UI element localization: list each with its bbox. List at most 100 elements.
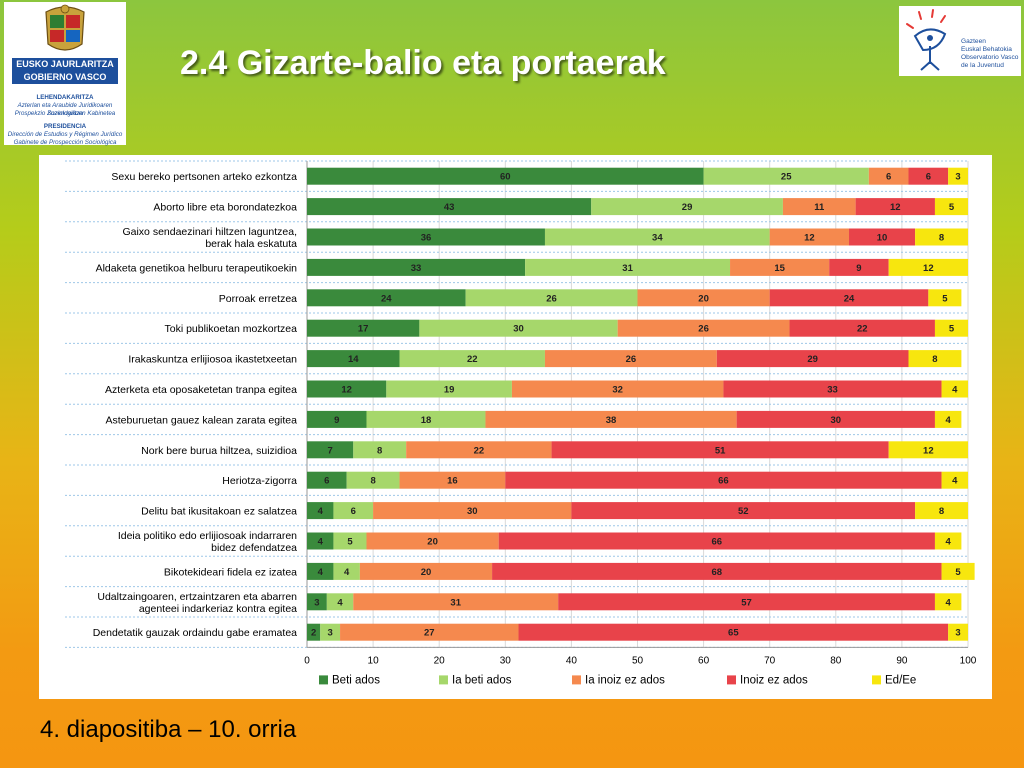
data-label: 8 [370,476,375,487]
data-label: 5 [942,293,948,304]
legend-label: Beti ados [332,674,380,686]
bar-segment [703,167,869,185]
data-label: 68 [712,567,723,578]
data-label: 32 [612,385,623,396]
x-tick-label: 20 [434,655,446,666]
bar-segment [406,441,552,459]
legend-label: Inoiz ez ados [740,674,808,686]
bar-segment [736,410,935,428]
data-label: 8 [939,233,944,244]
bar-segment [915,502,968,520]
data-label: 6 [324,476,329,487]
bar-segment [934,198,968,216]
bar-segment [366,532,499,550]
category-label: Delitu bat ikusitakoan ez salatzea [141,506,297,518]
legend-swatch [572,675,581,685]
data-label: 36 [421,233,432,244]
bar-segment [307,167,704,185]
bar-segment [855,198,935,216]
bar-segment [934,532,962,550]
data-label: 26 [626,354,637,365]
bar-segment [307,258,526,276]
category-label-line: Ideia politiko edo erlijiosoak indarrare… [118,530,297,542]
chart-panel: Sexu bereko pertsonen arteko ezkontza Abo… [39,155,992,699]
bar-segment [307,289,466,307]
data-label: 66 [712,537,723,548]
bar-segment [723,380,942,398]
bar-segment [307,410,367,428]
data-label: 57 [741,597,752,608]
category-label-line: Udaltzaingoaren, ertzaintzaren eta abarr… [97,591,297,603]
data-label: 38 [606,415,617,426]
data-label: 51 [715,445,726,456]
data-label: 7 [327,445,332,456]
data-label: 3 [314,597,319,608]
obs-line3: Observatorio Vasco [961,54,1019,61]
category-label: Aldaketa genetikoa helburu terapeutikoek… [96,262,298,274]
data-label: 4 [318,537,324,548]
bar-segment [934,410,962,428]
data-label: 8 [377,445,382,456]
bar-segment [511,380,724,398]
category-label-line: agenteei indarkeriaz kontra egitea [139,603,297,615]
category-label: Irakaskuntza erlijiosoa ikastetxeetan [128,354,297,366]
bar-segment [373,502,572,520]
bar-segment [829,258,889,276]
bar-segment [551,441,889,459]
dept-eu-label: LEHENDAKARITZA [36,94,94,101]
data-label: 3 [327,628,332,639]
bar-segment [340,623,519,641]
data-label: 6 [351,506,356,517]
data-label: 4 [952,476,958,487]
slide-title: 2.4 Gizarte-balio eta portaerak [180,44,666,82]
dept-es-label: PRESIDENCIA [43,123,87,130]
category-label: Toki publikoetan mozkortzea [165,323,298,335]
x-tick-label: 60 [698,655,710,666]
data-label: 27 [424,628,435,639]
data-label: 4 [946,537,952,548]
data-label: 22 [467,354,478,365]
data-label: 2 [311,628,316,639]
obs-line1: Gazteen [961,38,986,45]
category-label-line: Gaixo sendaezinari hiltzen laguntzea, [122,226,297,238]
bar-segment [558,593,935,611]
eusko-jaurlaritza-label: EUSKO JAURLARITZA [12,58,118,71]
legend-swatch [319,675,328,685]
x-tick-label: 10 [368,655,380,666]
sub-es1-label: Dirección de Estudios y Régimen Jurídico [7,131,123,138]
x-tick-label: 50 [632,655,644,666]
data-label: 24 [844,293,855,304]
data-label: 12 [923,445,934,456]
bar-segment [908,167,949,185]
category-label: Sexu bereko pertsonen arteko ezkontza [111,171,297,183]
sub-eu1-label: Azterlan eta Araubide Juridikoaren Zuzen… [17,102,113,117]
bar-segment [307,471,347,489]
bar-segment [399,471,506,489]
category-label: Heriotza-zigorra [222,475,297,487]
x-tick-label: 0 [304,655,310,666]
sub-eu2-label: Prospekzio Soziologikoen Kabinetea [14,110,116,117]
coat-of-arms-icon [45,4,85,51]
data-label: 14 [348,354,359,365]
bar-segment [307,319,420,337]
data-label: 4 [946,415,952,426]
bar-segment [888,258,968,276]
bar-segment [307,502,334,520]
data-label: 33 [827,385,838,396]
data-label: 12 [804,233,815,244]
bar-segment [544,228,770,246]
data-label: 4 [946,597,952,608]
satellite-dish-icon [906,9,947,71]
data-label: 3 [955,172,960,183]
bar-segment [485,410,737,428]
x-tick-label: 90 [896,655,908,666]
legend-swatch [872,675,881,685]
data-label: 30 [831,415,842,426]
category-label-line: bidez defendatzea [211,542,297,554]
category-label: Udaltzaingoaren, ertzaintzaren eta abarr… [97,591,297,615]
obs-line2: Euskal Behatokia [961,46,1012,53]
bar-segment [908,350,962,368]
bar-segment [307,198,592,216]
data-label: 5 [949,324,955,335]
bar-segment [769,289,929,307]
